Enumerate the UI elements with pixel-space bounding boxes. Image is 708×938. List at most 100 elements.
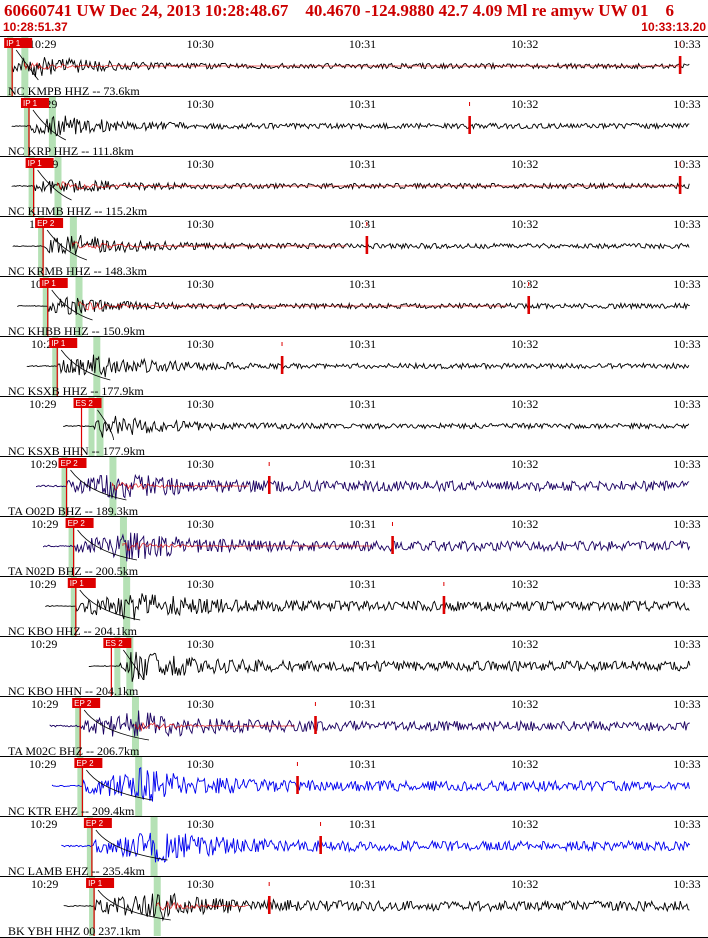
event-header: 60660741 UW Dec 24, 2013 10:28:48.67 40.… bbox=[0, 0, 708, 36]
minute-label: 10:32 bbox=[511, 517, 538, 531]
coda-end-marker bbox=[267, 896, 271, 914]
station-label: NC KMPB HHZ -- 73.6km bbox=[8, 84, 140, 98]
minute-label: 10:31 bbox=[349, 577, 376, 591]
waveform-trace bbox=[63, 415, 690, 438]
pick-label: EP 2 bbox=[76, 759, 94, 768]
pick-flag bbox=[73, 398, 102, 408]
s-phase-band bbox=[123, 577, 131, 636]
coda-end-marker bbox=[527, 296, 531, 314]
minute-label: 10:30 bbox=[187, 217, 214, 231]
pick-flag bbox=[35, 218, 64, 228]
minute-label: 10:33 bbox=[673, 817, 700, 831]
coda-end-marker bbox=[391, 536, 394, 554]
s-phase-band bbox=[109, 457, 117, 516]
minute-label: 10:30 bbox=[187, 517, 214, 531]
pick-flag bbox=[67, 578, 96, 588]
pick-flag bbox=[20, 98, 49, 108]
minute-label: 10:32 bbox=[511, 697, 538, 711]
coda-end-marker bbox=[280, 356, 284, 374]
coda-end-marker bbox=[365, 236, 369, 254]
event-title: 60660741 UW Dec 24, 2013 10:28:48.67 40.… bbox=[4, 1, 675, 20]
s-phase-band bbox=[96, 397, 104, 456]
station-label: NC LAMB EHZ -- 235.4km bbox=[8, 864, 146, 878]
waveform-trace bbox=[26, 354, 690, 378]
minute-label: 10:30 bbox=[187, 397, 214, 411]
minute-label: 10:31 bbox=[349, 97, 376, 111]
waveform-trace bbox=[11, 56, 690, 78]
travel-time-curve bbox=[123, 649, 144, 681]
coda-highlight bbox=[23, 61, 679, 71]
minute-label: 10:29 bbox=[29, 577, 56, 591]
travel-time-curve bbox=[83, 709, 150, 741]
pick-flag bbox=[39, 278, 68, 288]
coda-highlight bbox=[122, 542, 371, 551]
minute-label: 10:31 bbox=[349, 217, 376, 231]
minute-label: 10:29 bbox=[31, 877, 58, 891]
pick-label: EP 2 bbox=[61, 459, 79, 468]
minute-label: 10:29 bbox=[29, 757, 56, 771]
station-label: NC KTR EHZ -- 209.4km bbox=[8, 804, 135, 818]
pick-flag bbox=[58, 458, 87, 468]
minute-label: 10:29 bbox=[29, 397, 56, 411]
coda-highlight bbox=[156, 900, 248, 911]
pick-flag bbox=[49, 338, 78, 348]
s-phase-band bbox=[75, 277, 83, 336]
waveform-trace bbox=[61, 832, 691, 863]
pick-label: IP 1 bbox=[51, 339, 66, 348]
travel-time-curve bbox=[95, 829, 168, 861]
minute-label: 10:30 bbox=[187, 457, 214, 471]
pick-label: IP 1 bbox=[23, 99, 38, 108]
s-phase-band bbox=[153, 877, 161, 936]
minute-label: 10:33 bbox=[673, 697, 700, 711]
pick-label: EP 2 bbox=[68, 519, 86, 528]
window-end-time: 10:33:13.20 bbox=[641, 20, 706, 34]
minute-label: 10:33 bbox=[673, 577, 700, 591]
minute-label: 10:31 bbox=[349, 877, 376, 891]
minute-label: 10:30 bbox=[187, 97, 214, 111]
minute-label: 10:32 bbox=[511, 277, 538, 291]
minute-label: 10:32 bbox=[511, 97, 538, 111]
pick-flag bbox=[4, 38, 33, 48]
travel-time-curve bbox=[77, 529, 138, 561]
minute-label: 10:31 bbox=[349, 37, 376, 51]
minute-label: 10:31 bbox=[349, 697, 376, 711]
waveform-trace bbox=[45, 593, 690, 621]
travel-time-curve bbox=[32, 109, 67, 141]
coda-end-marker bbox=[319, 836, 322, 854]
station-label: NC KRMB HHZ -- 148.3km bbox=[8, 264, 148, 278]
s-phase-band bbox=[54, 157, 62, 216]
waveform-trace bbox=[43, 532, 691, 562]
waveform-trace bbox=[49, 710, 690, 738]
minute-label: 10:32 bbox=[511, 457, 538, 471]
pick-flag bbox=[103, 638, 132, 648]
p-phase-band bbox=[52, 337, 59, 396]
minute-label: 10:31 bbox=[349, 277, 376, 291]
minute-label: 10:31 bbox=[349, 517, 376, 531]
minute-label: 10:33 bbox=[673, 877, 700, 891]
minute-label: 10:29 bbox=[31, 517, 58, 531]
pick-label: IP 1 bbox=[42, 279, 57, 288]
coda-end-marker bbox=[678, 56, 682, 74]
travel-time-curve bbox=[97, 889, 171, 921]
minute-label: 10:32 bbox=[511, 217, 538, 231]
travel-time-curve bbox=[70, 469, 127, 501]
station-label: NC KSXB HHZ -- 177.9km bbox=[8, 384, 144, 398]
pick-label: IP 1 bbox=[70, 579, 85, 588]
minute-label: 10:30 bbox=[187, 277, 214, 291]
travel-time-curve bbox=[86, 769, 153, 801]
station-label: TA M02C BHZ -- 206.7km bbox=[8, 744, 140, 758]
coda-end-marker bbox=[314, 716, 317, 734]
p-phase-band bbox=[7, 37, 14, 96]
station-label: NC KRP HHZ -- 111.8km bbox=[8, 144, 134, 158]
waveform-trace bbox=[51, 767, 690, 802]
pick-flag bbox=[83, 818, 112, 828]
pick-label: EP 2 bbox=[37, 219, 55, 228]
travel-time-curve bbox=[46, 229, 88, 261]
minute-label: 10:33 bbox=[673, 337, 700, 351]
waveform-trace bbox=[11, 179, 690, 194]
minute-label: 10:33 bbox=[673, 157, 700, 171]
minute-label: 10:31 bbox=[349, 757, 376, 771]
minute-label: 10:30 bbox=[187, 877, 214, 891]
minute-label: 10:32 bbox=[511, 37, 538, 51]
